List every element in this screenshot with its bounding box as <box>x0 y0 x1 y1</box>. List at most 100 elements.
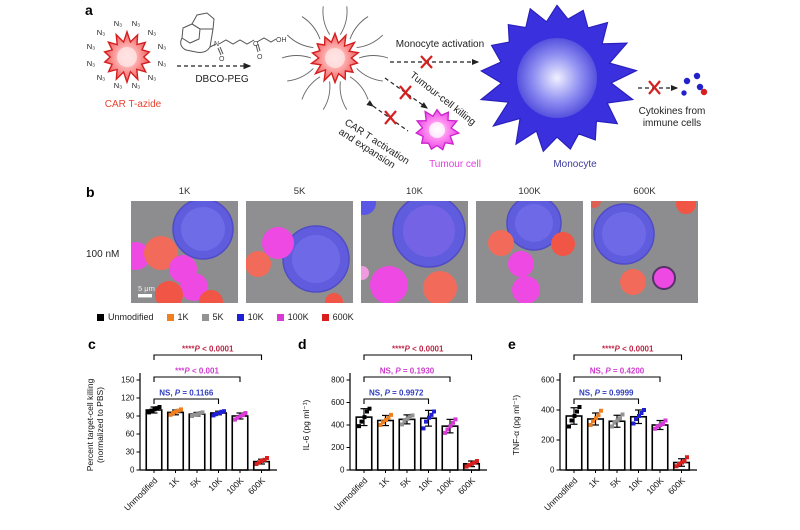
micro-title-100k: 100K <box>518 186 541 197</box>
svg-text:NS, P = 0.9999: NS, P = 0.9999 <box>579 389 634 398</box>
tumour-cell-center <box>429 122 445 138</box>
svg-text:600K: 600K <box>666 475 687 496</box>
chart-target-cell-killing: Percent target-cell killing (normalized t… <box>85 345 277 513</box>
svg-text:Cytokines from: Cytokines from <box>639 106 706 117</box>
svg-text:200: 200 <box>331 443 345 452</box>
svg-text:5K: 5K <box>608 475 623 490</box>
svg-text:10K: 10K <box>626 475 644 493</box>
svg-text:Unmodified: Unmodified <box>542 475 580 513</box>
svg-text:(normalized to PBS): (normalized to PBS) <box>95 387 105 463</box>
series-legend: Unmodified 1K 5K 10K 100K 600K <box>97 312 354 322</box>
svg-text:600: 600 <box>331 398 345 407</box>
micrograph-1k: 5 μm <box>131 201 238 303</box>
scale-bar-label: 5 μm <box>138 284 155 293</box>
panel-a-letter: a <box>85 2 93 18</box>
svg-text:100K: 100K <box>434 475 455 496</box>
dose-label: 100 nM <box>86 249 120 260</box>
legend-label: 600K <box>332 312 354 322</box>
legend-swatch <box>201 313 209 321</box>
scale-bar <box>138 294 152 298</box>
dbco-peg-structure <box>180 12 277 56</box>
peg-hairs <box>281 6 389 110</box>
svg-text:O: O <box>219 56 225 63</box>
car-t-azide-nucleus <box>117 47 137 67</box>
svg-text:****P < 0.0001: ****P < 0.0001 <box>182 345 234 354</box>
micrograph-10k <box>361 201 468 303</box>
pegylated-nucleus <box>325 48 345 68</box>
cart-activation-label: CAR T activation and expansion <box>336 117 411 171</box>
svg-text:immune cells: immune cells <box>643 118 701 129</box>
micro-title-1k: 1K <box>178 186 191 197</box>
legend-item-10k: 10K <box>236 312 264 322</box>
svg-text:150: 150 <box>121 376 135 385</box>
svg-text:OH: OH <box>276 37 287 44</box>
micrograph-600k <box>591 201 698 303</box>
svg-text:400: 400 <box>331 421 345 430</box>
svg-text:N₃: N₃ <box>114 81 122 90</box>
svg-text:0: 0 <box>130 466 135 475</box>
svg-text:TNF-α (pg ml⁻¹): TNF-α (pg ml⁻¹) <box>511 395 521 456</box>
svg-text:N₃: N₃ <box>158 59 166 68</box>
svg-text:N₃: N₃ <box>132 19 140 28</box>
svg-text:1K: 1K <box>586 475 601 490</box>
legend-item-unmodified: Unmodified <box>97 312 154 322</box>
svg-text:5K: 5K <box>398 475 413 490</box>
cytokine-dots <box>681 72 708 96</box>
svg-text:N: N <box>214 41 219 48</box>
micrograph-100k <box>476 201 583 303</box>
blocked-x-icon <box>384 110 397 125</box>
svg-text:N₃: N₃ <box>114 19 122 28</box>
azide-n3-labels: N₃ N₃ N₃ N₃ N₃ N₃ N₃ N₃ N₃ N₃ N₃ N₃ <box>87 19 166 90</box>
svg-text:N₃: N₃ <box>158 42 166 51</box>
legend-swatch <box>236 313 244 321</box>
tumour-killing-arrow <box>384 77 428 109</box>
svg-text:IL-6 (pg ml⁻¹): IL-6 (pg ml⁻¹) <box>301 399 311 450</box>
panel-b-letter: b <box>86 184 95 200</box>
monocyte-nucleus <box>517 38 597 118</box>
chart-il6: IL-6 (pg ml⁻¹) 0 200 400 600 800 Unmodified 1K 5… <box>301 345 487 513</box>
svg-text:O: O <box>253 41 259 48</box>
svg-text:N₃: N₃ <box>97 28 105 37</box>
svg-text:5K: 5K <box>188 475 203 490</box>
svg-text:120: 120 <box>121 394 135 403</box>
legend-label: 10K <box>247 312 264 322</box>
micro-title-600k: 600K <box>633 186 656 197</box>
panel-a-schematic: N₃ N₃ N₃ N₃ N₃ N₃ N₃ N₃ N₃ N₃ N₃ N₃ CAR … <box>87 4 708 171</box>
svg-text:200: 200 <box>541 436 555 445</box>
blocked-x-icon <box>420 55 433 69</box>
legend-item-1k: 1K <box>166 312 189 322</box>
svg-text:O: O <box>257 54 263 61</box>
tumour-cell-label: Tumour cell <box>429 159 481 170</box>
svg-text:1K: 1K <box>376 475 391 490</box>
svg-text:Percent target-cell killing: Percent target-cell killing <box>85 378 95 471</box>
svg-text:0: 0 <box>340 466 345 475</box>
svg-text:100K: 100K <box>644 475 665 496</box>
svg-text:60: 60 <box>126 430 135 439</box>
legend-label: 5K <box>212 312 224 322</box>
svg-text:NS, P = 0.1166: NS, P = 0.1166 <box>159 389 214 398</box>
svg-text:600K: 600K <box>456 475 477 496</box>
svg-text:N₃: N₃ <box>87 42 95 51</box>
panel-e-letter: e <box>508 336 516 352</box>
legend-label: Unmodified <box>108 312 154 322</box>
svg-text:****P < 0.0001: ****P < 0.0001 <box>392 345 444 354</box>
legend-swatch <box>276 313 284 321</box>
cytokines-label: Cytokines from immune cells <box>639 106 706 129</box>
svg-text:600K: 600K <box>246 475 267 496</box>
micro-title-5k: 5K <box>293 186 306 197</box>
svg-text:0: 0 <box>550 466 555 475</box>
svg-text:N₃: N₃ <box>97 73 105 82</box>
legend-label: 1K <box>177 312 189 322</box>
panel-d-letter: d <box>298 336 307 352</box>
svg-text:10K: 10K <box>416 475 434 493</box>
monocyte-label: Monocyte <box>553 159 597 170</box>
svg-text:400: 400 <box>541 406 555 415</box>
svg-text:100K: 100K <box>224 475 245 496</box>
legend-item-100k: 100K <box>276 312 309 322</box>
blocked-x-icon <box>399 85 412 100</box>
legend-swatch <box>321 313 329 321</box>
svg-text:N₃: N₃ <box>148 73 156 82</box>
svg-text:NS, P = 0.1930: NS, P = 0.1930 <box>380 367 435 376</box>
svg-text:800: 800 <box>331 376 345 385</box>
